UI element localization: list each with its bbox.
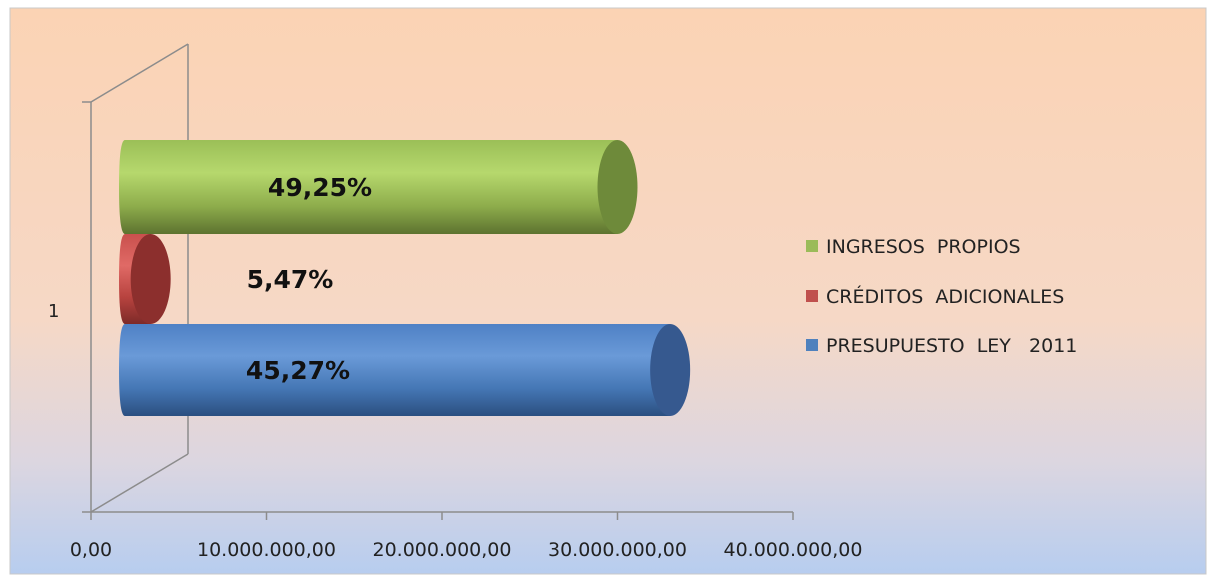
legend-label-2: PRESUPUESTO LEY 2011	[826, 335, 1077, 357]
x-tick-label-0: 0,00	[70, 539, 112, 561]
legend-swatch-2	[806, 339, 818, 351]
legend-swatch-1	[806, 290, 818, 302]
bar-2: 45,27%	[119, 324, 691, 416]
x-tick-label-1: 10.000.000,00	[197, 539, 336, 561]
bar-body-0	[119, 140, 618, 234]
bars: 49,25% 5,47% 45,27%	[119, 140, 691, 416]
bar-cap-1	[130, 234, 171, 324]
x-axis-ticks: 0,00 10.000.000,00 20.000.000,00 30.000.000…	[70, 512, 863, 561]
bar-label-0: 49,25%	[268, 173, 372, 202]
legend-swatch-0	[806, 240, 818, 252]
chart-area	[9, 7, 1207, 575]
top-depth-line	[90, 43, 189, 103]
bar-1: 5,47%	[119, 234, 333, 324]
bar-cap-2	[650, 324, 691, 416]
bar-body-2	[119, 324, 671, 416]
bar-label-2: 45,27%	[246, 356, 350, 385]
legend: INGRESOS PROPIOS CRÉDITOS ADICIONALES PRES…	[806, 236, 1077, 357]
bar-label-1: 5,47%	[247, 265, 334, 294]
bottom-depth-line	[90, 453, 189, 513]
bar-0: 49,25%	[119, 140, 638, 234]
x-tick-label-2: 20.000.000,00	[372, 539, 511, 561]
legend-label-0: INGRESOS PROPIOS	[826, 236, 1021, 258]
y-category-label: 1	[48, 301, 59, 322]
x-tick-label-4: 40.000.000,00	[723, 539, 862, 561]
x-tick-label-3: 30.000.000,00	[548, 539, 687, 561]
legend-label-1: CRÉDITOS ADICIONALES	[826, 285, 1064, 308]
bar-cap-0	[597, 140, 638, 234]
